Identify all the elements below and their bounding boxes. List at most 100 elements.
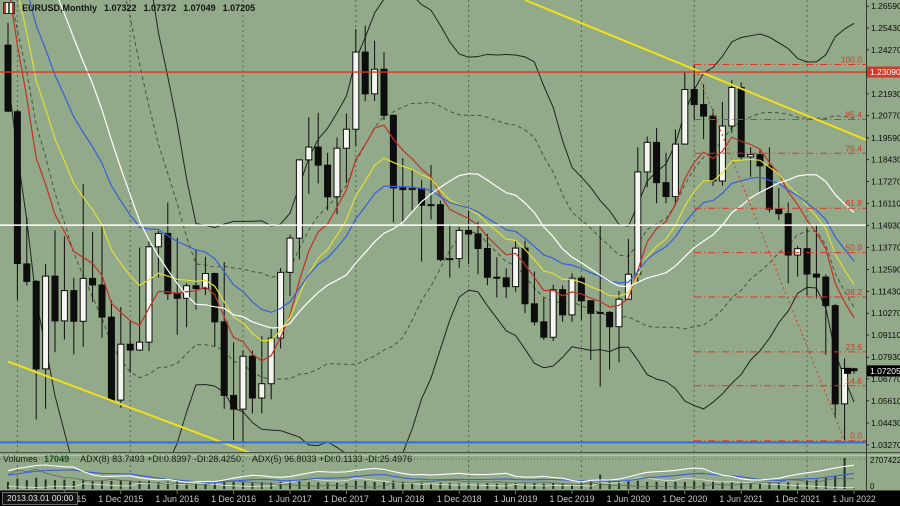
candle-body (136, 341, 144, 351)
candle-body (70, 290, 78, 322)
fib-level-label: 76.4 (845, 143, 862, 153)
volume-bar (721, 482, 724, 489)
descending-support-left[interactable] (7, 360, 252, 454)
volume-bar (195, 483, 197, 489)
price-tick-label: 1.18430 (871, 155, 900, 165)
candle-body (700, 104, 708, 117)
fib-level-label: 0.0 (850, 431, 862, 441)
volume-bar (213, 482, 216, 489)
candle-body (23, 263, 31, 282)
time-tick-label: 1 Dec 2021 (775, 494, 820, 504)
moving-averages-layer (9, 0, 855, 362)
candle-body (230, 394, 238, 410)
horizontal-lines-layer[interactable] (0, 71, 866, 444)
candle-body (850, 368, 858, 372)
candle-body (436, 204, 444, 261)
candle-body (483, 247, 491, 278)
fib-level-label: 38.2 (845, 287, 862, 297)
volume-bar (91, 480, 94, 489)
candle-body (154, 232, 162, 248)
volume-bar (749, 483, 752, 489)
candle-body (192, 285, 200, 290)
candle-body (399, 187, 407, 191)
candle-body (342, 128, 350, 149)
price-tick-label: 1.12590 (871, 265, 900, 275)
candle-body (502, 277, 510, 288)
volume-bar (279, 481, 282, 489)
candle-body (521, 247, 529, 305)
volume-bar (486, 483, 489, 489)
candle-body (737, 86, 745, 158)
fib-level-label: 14.6 (845, 376, 862, 386)
candle-body (107, 316, 115, 401)
volume-bar (561, 483, 564, 489)
volume-bar (524, 483, 526, 489)
plus-di-line (7, 477, 855, 488)
candle-body (324, 164, 332, 198)
candle-body (831, 305, 839, 405)
candle-body (803, 248, 811, 275)
candle-body (784, 213, 792, 256)
volume-bar (655, 481, 658, 489)
candle-body (32, 280, 40, 370)
time-tick-label: 1 Dec 2015 (98, 494, 143, 504)
volume-bar (289, 481, 291, 489)
candle-body (408, 187, 416, 191)
candle-body (145, 246, 153, 343)
candle-body (220, 321, 228, 396)
volume-bar (467, 483, 470, 489)
candle-body (164, 232, 172, 295)
volume-bar (806, 480, 808, 489)
candle-body (380, 68, 388, 116)
ohlc-open: 1.07322 (104, 3, 137, 13)
volume-bar (383, 482, 385, 489)
volume-bar (787, 482, 790, 489)
candle-body (60, 290, 68, 322)
fibonacci-retracement[interactable]: 0.0 14.6 23.6 38.2 50.0 61.8 76.4 85.4 100.0 (693, 55, 866, 442)
price-tick-label: 1.13770 (871, 242, 900, 252)
ma-red-ema8 (9, 0, 855, 362)
volume-bar (702, 482, 705, 489)
candle-body (634, 171, 642, 275)
time-tick-label: 1 Jun 2022 (832, 494, 876, 504)
volume-bar (665, 482, 667, 489)
fib-level-label: 50.0 (845, 243, 862, 253)
candle-body (728, 86, 736, 127)
candle-body (615, 298, 623, 328)
fib-level-label: 23.6 (845, 342, 862, 352)
volume-bar (618, 480, 620, 489)
candle-body (559, 289, 567, 316)
volume-bar (54, 480, 56, 489)
price-tick-label: 1.17270 (871, 177, 900, 187)
adx5-label: ADX(5) 96.8033 +DI:0.1133 -DI:25.4976 (251, 454, 413, 464)
volume-bar (740, 481, 743, 489)
volume-bar (552, 483, 555, 489)
volume-bar (420, 482, 423, 489)
band-lower-outer (7, 77, 855, 452)
time-tick-label: 1 Dec 2016 (211, 494, 256, 504)
candle-body (79, 277, 87, 322)
ohlc-high: 1.07372 (143, 3, 177, 13)
volume-bar (185, 482, 188, 489)
current-price-box (867, 365, 900, 377)
candle-body (42, 275, 50, 370)
adx8-label: ADX(8) 83.7493 +DI:0.8397 -DI:28.4250 (80, 454, 241, 464)
candle-body (295, 159, 303, 239)
volume-bar (251, 482, 254, 489)
candle-body (371, 68, 379, 95)
price-scale[interactable]: 1.26590 1.25430 1.24270 1.23090 1.21930 1.207… (866, 0, 900, 491)
descending-resistance[interactable] (524, 0, 866, 141)
bollinger-bands-layer (7, 0, 855, 452)
volumes-label: Volumes (3, 454, 38, 464)
volume-bar (242, 482, 244, 489)
volume-bar (364, 481, 367, 489)
volume-bar (317, 482, 320, 489)
candle-body (681, 89, 689, 145)
candle-body (267, 337, 275, 385)
trendlines-layer[interactable] (7, 0, 866, 454)
price-tick-label: 1.14930 (871, 221, 900, 231)
volumes-value: 17049 (44, 454, 70, 464)
